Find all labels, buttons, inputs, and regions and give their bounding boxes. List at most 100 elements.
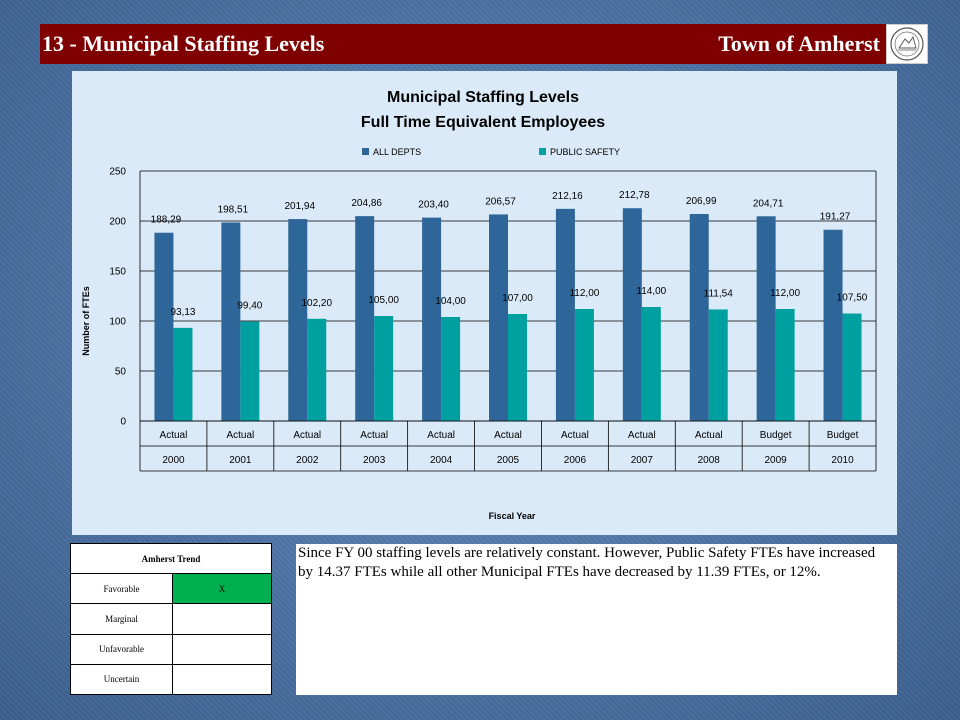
data-label-public-safety: 112,00 [569,288,599,299]
trend-mark-unfavorable [172,633,272,665]
y-tick-label: 0 [120,417,126,428]
chart-panel: Municipal Staffing Levels Full Time Equi… [72,71,897,535]
data-label-public-safety: 105,00 [368,295,399,306]
legend-swatch-all-depts [362,148,369,155]
bar-public-safety [173,327,193,421]
trend-label-marginal: Marginal [70,603,173,635]
data-label-all-depts: 212,78 [619,190,650,201]
bar-all-depts [622,208,642,421]
y-tick-label: 100 [109,317,126,328]
y-tick-label: 200 [109,217,126,228]
x-tick-label-status: Actual [160,430,188,441]
y-axis-label: Number of FTEs [81,286,91,356]
x-tick-label-status: Budget [760,430,792,441]
y-tick-label: 150 [109,267,126,278]
x-axis-label: Fiscal Year [489,511,536,521]
bar-public-safety [641,307,661,421]
x-tick-label-status: Actual [561,430,589,441]
x-tick-label-status: Actual [628,430,656,441]
bar-all-depts [555,208,575,421]
bar-public-safety [441,317,461,421]
data-label-public-safety: 111,54 [704,288,734,299]
trend-label-uncertain: Uncertain [70,663,173,696]
bar-public-safety [574,309,594,421]
x-tick-label-status: Actual [427,430,455,441]
bar-all-depts [489,214,508,421]
bar-all-depts [823,229,843,421]
data-label-all-depts: 188,29 [151,215,182,226]
bar-public-safety [240,321,260,421]
bar-all-depts [355,216,375,421]
org-name: Town of Amherst [718,31,880,56]
data-label-public-safety: 93,13 [170,307,195,318]
bar-public-safety [708,309,728,421]
x-tick-label-status: Actual [293,430,321,441]
page-title: 13 - Municipal Staffing Levels [42,31,325,56]
staffing-chart: Municipal Staffing Levels Full Time Equi… [81,89,877,521]
data-label-public-safety: 114,00 [636,286,666,297]
data-label-all-depts: 206,57 [485,196,516,207]
bar-public-safety [775,309,795,421]
chart-legend: ALL DEPTS PUBLIC SAFETY [362,147,620,157]
legend-swatch-public-safety [539,148,546,155]
legend-label-all-depts: ALL DEPTS [373,147,421,157]
bar-all-depts [689,214,709,421]
trend-mark-favorable: X [172,573,272,605]
y-tick-label: 50 [115,367,127,378]
x-tick-label-year: 2007 [631,455,654,466]
x-tick-label-year: 2008 [698,455,721,466]
data-label-all-depts: 191,27 [820,212,851,223]
data-label-public-safety: 107,50 [837,293,868,304]
data-label-all-depts: 203,40 [418,200,449,211]
commentary-text: Since FY 00 staffing levels are relative… [296,544,897,695]
data-label-public-safety: 112,00 [770,288,800,299]
data-labels: 188,29 198,51 201,94 204,86 203,40 206,57 212,… [151,190,868,318]
bar-public-safety [374,316,394,421]
bar-public-safety [842,313,862,421]
x-tick-label-status: Budget [827,430,859,441]
trend-table: Amherst Trend Favorable X Marginal Unfav… [70,542,272,696]
data-label-all-depts: 212,16 [552,191,583,202]
data-label-all-depts: 204,86 [351,198,382,209]
chart-subtitle: Full Time Equivalent Employees [361,114,605,131]
bar-all-depts [422,217,442,421]
x-tick-label-year: 2009 [765,455,788,466]
data-label-all-depts: 198,51 [218,204,249,215]
x-tick-label-status: Actual [360,430,388,441]
trend-heading: Amherst Trend [70,542,272,575]
legend-label-public-safety: PUBLIC SAFETY [550,147,620,157]
data-label-public-safety: 102,20 [301,298,332,309]
x-tick-label-status: Actual [494,430,522,441]
bar-all-depts [154,232,174,421]
x-tick-label-status: Actual [695,430,723,441]
x-tick-label-year: 2002 [296,455,319,466]
trend-mark-uncertain [172,663,272,696]
bar-all-depts [756,216,776,421]
data-label-public-safety: 107,00 [502,293,533,304]
y-tick-label: 250 [109,167,126,178]
x-tick-label-year: 2004 [430,455,453,466]
x-tick-label-year: 2005 [497,455,520,466]
bar-public-safety [307,318,327,421]
x-tick-label-status: Actual [226,430,254,441]
trend-label-favorable: Favorable [70,573,173,605]
bar-public-safety [508,314,527,421]
header-bar: 13 - Municipal Staffing Levels Town of A… [40,24,886,64]
x-tick-label-year: 2000 [162,455,185,466]
data-label-all-depts: 206,99 [686,196,717,207]
x-tick-label-year: 2006 [564,455,587,466]
trend-label-unfavorable: Unfavorable [70,633,173,665]
data-label-public-safety: 104,00 [435,296,466,307]
data-label-all-depts: 201,94 [284,201,315,212]
x-tick-label-year: 2003 [363,455,386,466]
data-label-public-safety: 99,40 [237,301,262,312]
data-label-all-depts: 204,71 [753,198,784,209]
trend-mark-marginal [172,603,272,635]
x-tick-label-year: 2001 [229,455,252,466]
chart-title: Municipal Staffing Levels [387,89,579,106]
bar-all-depts [288,219,308,421]
x-tick-label-year: 2010 [831,455,854,466]
bars [154,208,862,421]
axes: 0 50 100 150 200 250 Actual 2000 Actual 2001 Actua… [109,167,877,472]
bar-all-depts [221,222,241,421]
